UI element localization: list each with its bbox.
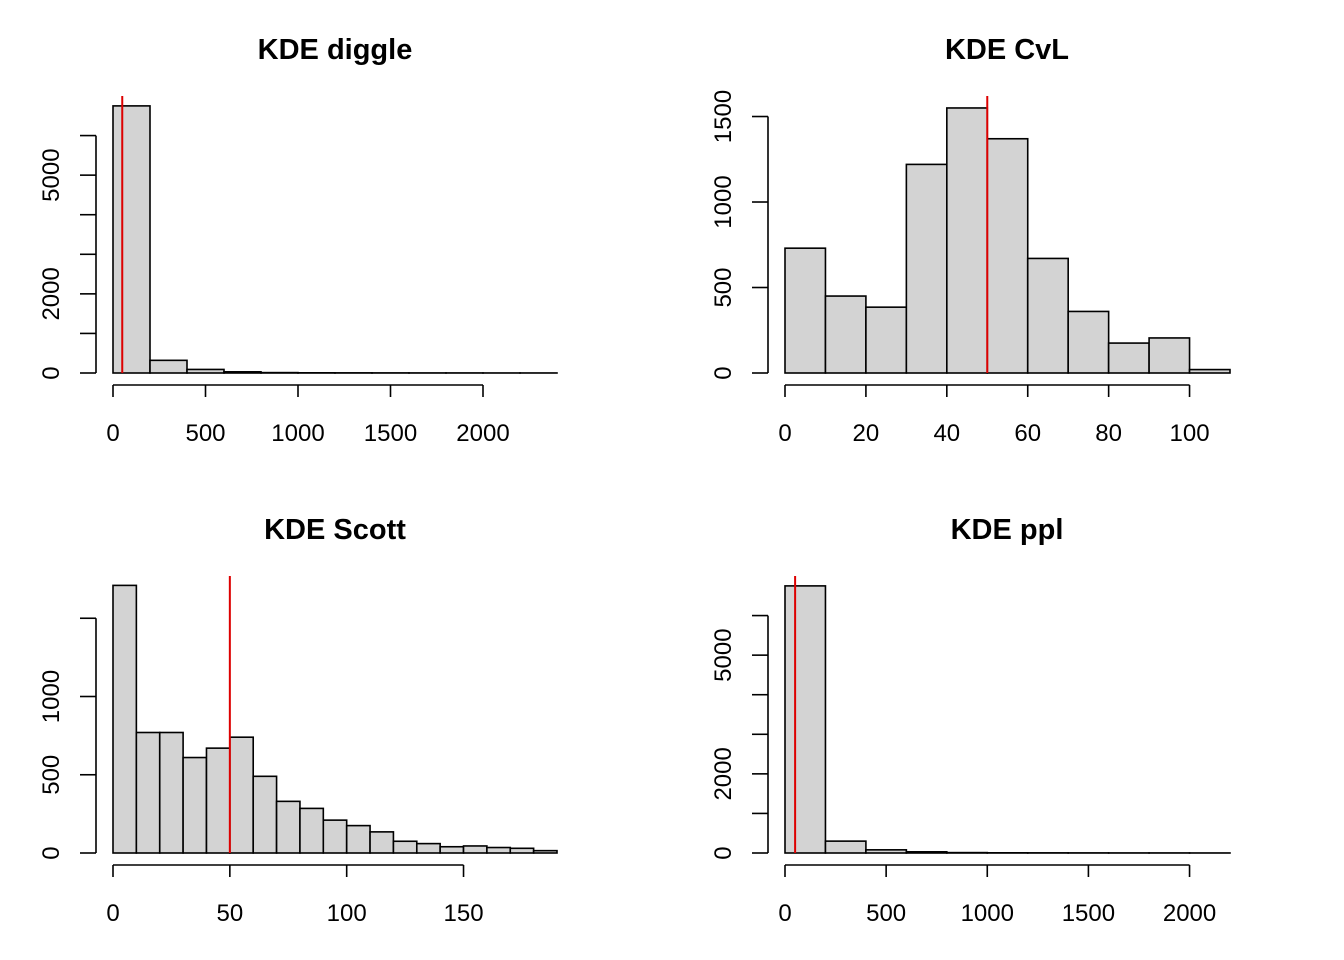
- histogram-bar: [112, 105, 151, 374]
- panel-title: KDE CvL: [945, 34, 1069, 66]
- y-tick-label: 2000: [38, 267, 65, 320]
- y-axis: 0 500 1000 1500: [710, 90, 769, 380]
- histogram-bar: [112, 584, 138, 854]
- x-tick-label: 100: [327, 900, 367, 927]
- bars: [112, 584, 558, 854]
- histogram-bar: [865, 306, 908, 374]
- histogram-bar: [345, 824, 371, 854]
- histogram-bar: [135, 731, 161, 854]
- histogram-bar: [182, 756, 208, 854]
- x-tick-label: 0: [778, 420, 791, 447]
- histogram-bar: [1148, 337, 1191, 374]
- histogram-bar: [824, 840, 867, 854]
- panel-kde-ppl: KDE ppl 0 500 1000 1500 2000 0 2000 5000: [710, 514, 1231, 927]
- histogram-bar: [486, 846, 512, 854]
- histogram-bar: [439, 845, 465, 854]
- x-tick-label: 60: [1014, 420, 1041, 447]
- histogram-bar: [392, 840, 418, 854]
- histogram-bar: [158, 731, 184, 854]
- histogram-bar: [865, 849, 908, 854]
- panel-kde-diggle: KDE diggle 0 500 1000 1500 2000 0 2000 5000: [38, 34, 558, 447]
- histogram-bar: [784, 247, 827, 374]
- histogram-bar: [1026, 257, 1069, 374]
- histogram-bar: [1188, 368, 1231, 374]
- y-tick-label: 1500: [710, 90, 737, 143]
- histogram-bar: [149, 359, 188, 374]
- panel-title: KDE diggle: [258, 34, 413, 66]
- y-axis: 0 2000 5000: [38, 134, 97, 380]
- histogram-bar: [415, 842, 441, 854]
- histogram-bar: [509, 847, 535, 854]
- y-tick-label: 1000: [710, 175, 737, 228]
- x-tick-label: 20: [853, 420, 880, 447]
- x-tick-label: 2000: [456, 420, 509, 447]
- y-tick-label: 1000: [38, 670, 65, 723]
- y-tick-label: 0: [38, 846, 65, 859]
- bars: [112, 105, 558, 374]
- bars: [784, 107, 1231, 374]
- histogram-bar: [1107, 342, 1150, 374]
- x-tick-label: 1500: [364, 420, 417, 447]
- x-axis: 0 500 1000 1500 2000: [778, 864, 1216, 927]
- histogram-bar: [223, 371, 262, 374]
- y-tick-label: 500: [710, 267, 737, 307]
- histogram-bar: [532, 849, 558, 854]
- x-tick-label: 2000: [1163, 900, 1216, 927]
- x-tick-label: 40: [933, 420, 960, 447]
- y-tick-label: 0: [710, 846, 737, 859]
- histogram-bar: [1067, 310, 1110, 374]
- y-tick-label: 5000: [38, 148, 65, 201]
- histogram-bar: [946, 107, 989, 374]
- x-tick-label: 100: [1170, 420, 1210, 447]
- histogram-bar: [784, 585, 827, 854]
- x-tick-label: 0: [106, 420, 119, 447]
- histogram-bar: [824, 295, 867, 374]
- panel-title: KDE ppl: [951, 514, 1064, 546]
- histogram-bar: [369, 831, 395, 854]
- y-axis: 0 2000 5000: [710, 614, 769, 860]
- histogram-bar: [252, 775, 278, 854]
- histogram-bar: [275, 800, 301, 854]
- x-tick-label: 1500: [1062, 900, 1115, 927]
- y-tick-label: 0: [710, 366, 737, 379]
- histogram-bar: [322, 819, 348, 854]
- histogram-bar: [205, 747, 231, 854]
- x-tick-label: 80: [1095, 420, 1122, 447]
- histogram-bar: [905, 851, 948, 854]
- x-tick-label: 1000: [961, 900, 1014, 927]
- histogram-bar: [229, 736, 255, 854]
- histogram-bar: [299, 807, 325, 854]
- y-tick-label: 500: [38, 755, 65, 795]
- histogram-bar: [905, 163, 948, 374]
- x-tick-label: 150: [444, 900, 484, 927]
- panel-title: KDE Scott: [264, 514, 406, 546]
- x-tick-label: 50: [216, 900, 243, 927]
- y-tick-label: 0: [38, 366, 65, 379]
- bars: [784, 585, 1231, 854]
- x-tick-label: 500: [866, 900, 906, 927]
- histogram-bar: [462, 845, 488, 854]
- y-tick-label: 2000: [710, 747, 737, 800]
- x-axis: 0 20 40 60 80 100: [778, 384, 1210, 447]
- x-axis: 0 50 100 150: [106, 864, 484, 927]
- x-tick-label: 1000: [271, 420, 324, 447]
- x-axis: 0 500 1000 1500 2000: [106, 384, 510, 447]
- histogram-bar: [186, 368, 225, 374]
- x-tick-label: 0: [778, 900, 791, 927]
- y-axis: 0 500 1000: [38, 617, 97, 860]
- x-tick-label: 500: [185, 420, 225, 447]
- panel-kde-scott: KDE Scott 0 50 100 150 0 500 1000: [38, 514, 558, 927]
- histogram-bar: [986, 137, 1029, 374]
- x-tick-label: 0: [106, 900, 119, 927]
- y-tick-label: 5000: [710, 628, 737, 681]
